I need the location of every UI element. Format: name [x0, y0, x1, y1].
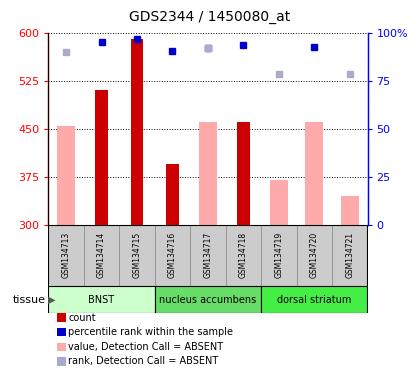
Bar [155, 225, 190, 286]
Bar [199, 122, 217, 225]
Text: GSM134717: GSM134717 [203, 232, 213, 278]
Bar [190, 225, 226, 286]
Text: GDS2344 / 1450080_at: GDS2344 / 1450080_at [129, 10, 291, 23]
Bar [48, 225, 84, 286]
Text: value, Detection Call = ABSENT: value, Detection Call = ABSENT [68, 342, 223, 352]
Text: count: count [68, 313, 96, 323]
Text: GSM134716: GSM134716 [168, 232, 177, 278]
Bar [84, 225, 119, 286]
Text: GSM134713: GSM134713 [62, 232, 71, 278]
Text: percentile rank within the sample: percentile rank within the sample [68, 327, 234, 337]
Bar [237, 122, 249, 225]
Bar [119, 225, 155, 286]
Text: GSM134715: GSM134715 [132, 232, 142, 278]
Text: GSM134718: GSM134718 [239, 232, 248, 278]
Bar [261, 286, 368, 313]
Bar [270, 180, 288, 225]
Bar [332, 225, 368, 286]
Text: GSM134721: GSM134721 [345, 232, 354, 278]
Text: dorsal striatum: dorsal striatum [277, 295, 352, 305]
Bar [341, 196, 359, 225]
Text: BNST: BNST [89, 295, 115, 305]
Bar [297, 225, 332, 286]
Text: ▶: ▶ [48, 295, 55, 305]
Text: GSM134714: GSM134714 [97, 232, 106, 278]
Bar [305, 122, 323, 225]
Text: GSM134719: GSM134719 [274, 232, 284, 278]
Text: rank, Detection Call = ABSENT: rank, Detection Call = ABSENT [68, 356, 219, 366]
Text: tissue: tissue [13, 295, 46, 305]
Bar [166, 164, 178, 225]
Bar [226, 225, 261, 286]
Bar [155, 286, 261, 313]
Bar [131, 39, 143, 225]
Text: nucleus accumbens: nucleus accumbens [159, 295, 257, 305]
Bar [261, 225, 297, 286]
Text: GSM134720: GSM134720 [310, 232, 319, 278]
Bar [95, 89, 108, 225]
Bar [57, 126, 75, 225]
Bar [48, 286, 155, 313]
